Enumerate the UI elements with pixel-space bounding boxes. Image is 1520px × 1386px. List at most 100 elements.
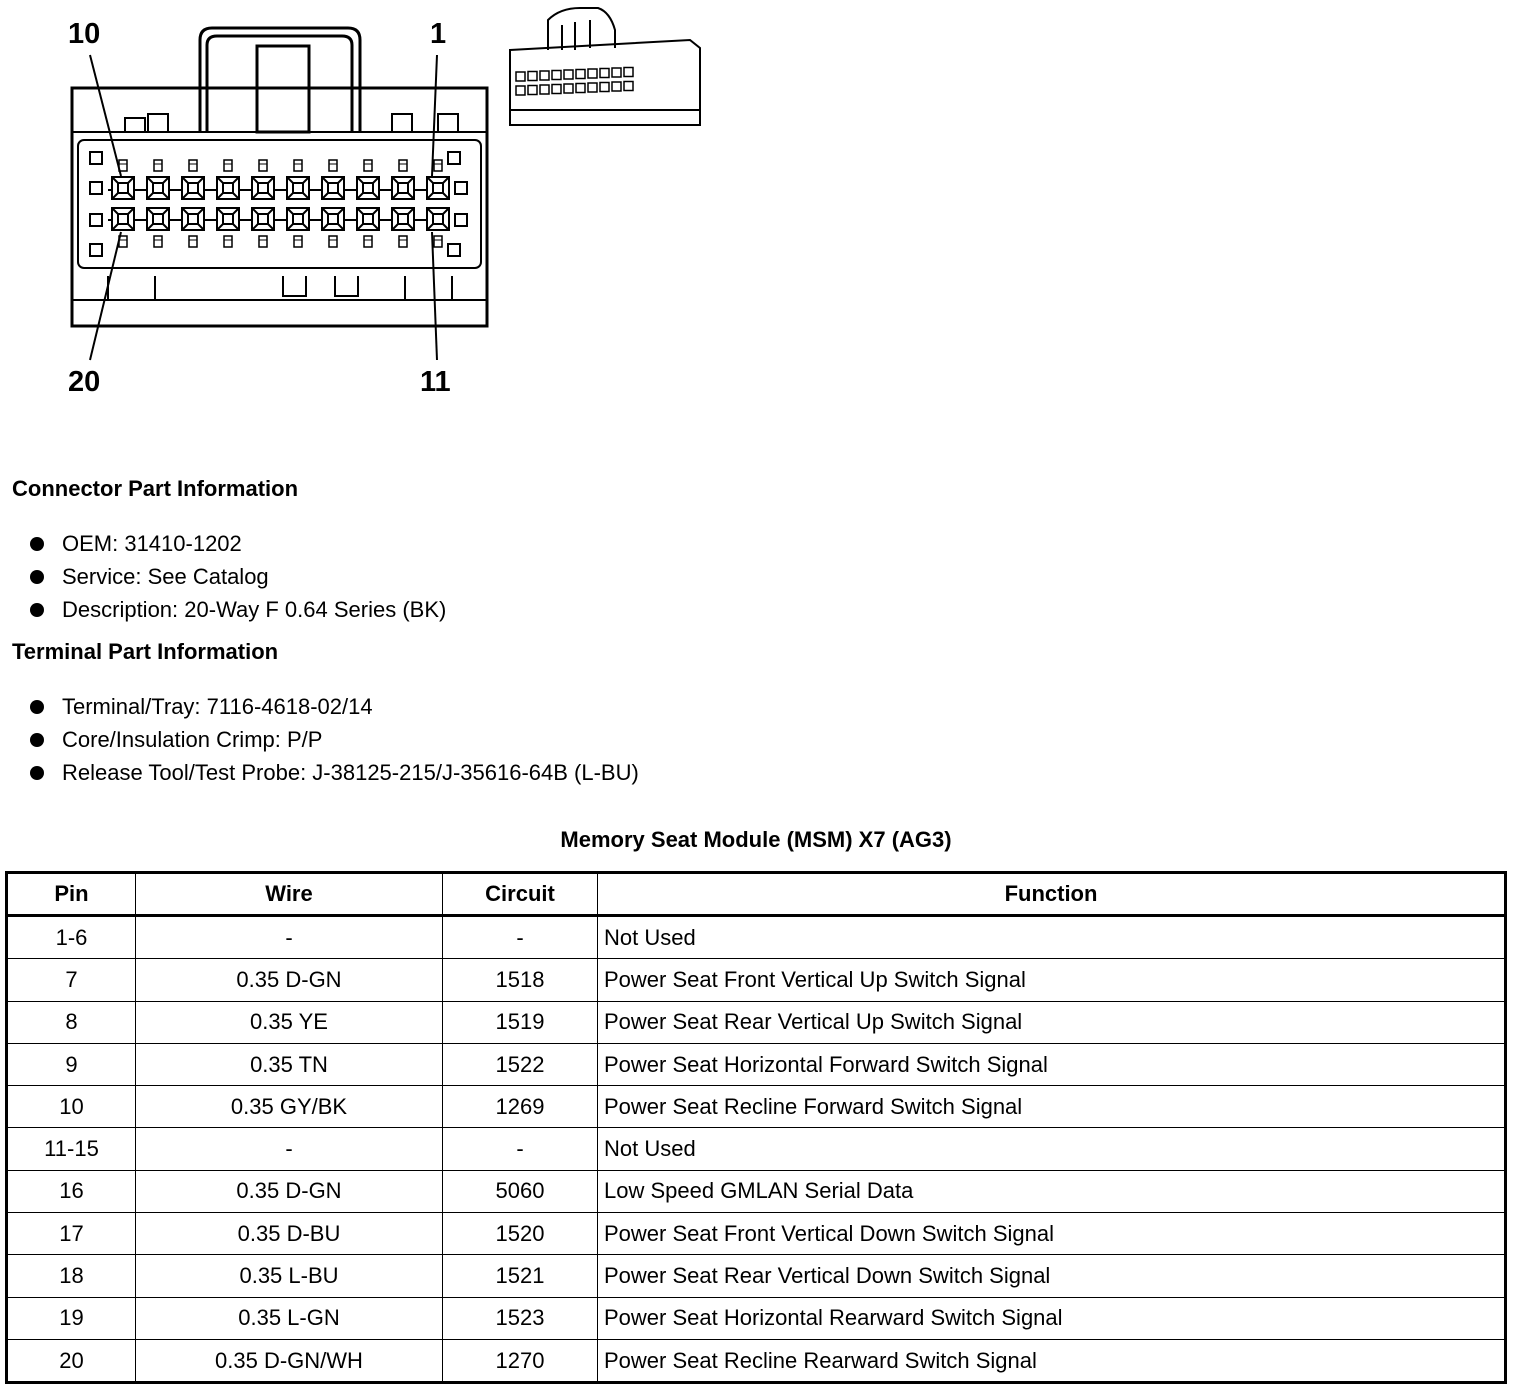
- pin-cavity-3: [356, 159, 380, 200]
- table-row: 7 0.35 D-GN 1518 Power Seat Front Vertical …: [6, 958, 1506, 1002]
- cell-wire: 0.35 D-GN/WH: [135, 1338, 443, 1384]
- cell-circuit: 1269: [442, 1085, 598, 1129]
- pin-cavity-3d: [539, 70, 550, 81]
- pin-cavity-3d: [623, 66, 634, 78]
- cell-function: Low Speed GMLAN Serial Data: [597, 1169, 1506, 1214]
- alignment-slot: [454, 213, 468, 227]
- pin-cavity-1: [426, 159, 450, 200]
- pin-label-11: 11: [420, 366, 451, 398]
- pin-cavity-3d: [515, 71, 526, 82]
- cell-wire: 0.35 D-GN: [135, 958, 443, 1002]
- pin-cavity-5: [286, 159, 310, 200]
- pin-cavity-3d: [551, 83, 562, 95]
- cell-pin: 9: [6, 1042, 136, 1087]
- pin-cavity-3d: [539, 84, 550, 95]
- pin-cavity-3d: [611, 81, 622, 92]
- cell-circuit: 5060: [442, 1169, 598, 1214]
- pin-cavity-18: [181, 207, 205, 248]
- cell-pin: 20: [6, 1338, 136, 1384]
- cell-circuit: -: [442, 914, 598, 960]
- pin-cavity-3d: [587, 82, 598, 93]
- cell-pin: 17: [6, 1212, 136, 1256]
- cell-circuit: 1519: [442, 1000, 598, 1044]
- pin-cavity-3d: [551, 69, 562, 81]
- pin-cavity-3d: [563, 69, 574, 80]
- table-row: 8 0.35 YE 1519 Power Seat Rear Vertical Up …: [6, 1000, 1506, 1044]
- pin-cavity-2: [391, 159, 415, 200]
- cell-wire: -: [135, 1127, 443, 1171]
- cell-function: Power Seat Rear Vertical Up Switch Signa…: [597, 1000, 1506, 1044]
- table-header-row: Pin Wire Circuit Function: [6, 872, 1506, 917]
- list-item: Service: See Catalog: [28, 560, 446, 593]
- bullet-icon: [30, 603, 44, 617]
- cell-function: Power Seat Rear Vertical Down Switch Sig…: [597, 1254, 1506, 1298]
- table-row: 19 0.35 L-GN 1523 Power Seat Horizontal Rea…: [6, 1296, 1506, 1340]
- cell-circuit: 1518: [442, 958, 598, 1002]
- cell-function: Power Seat Front Vertical Down Switch Si…: [597, 1212, 1506, 1256]
- pin-cavity-3d: [527, 70, 538, 82]
- cell-pin: 16: [6, 1169, 136, 1214]
- table-row: 11-15- - Not Used: [6, 1127, 1506, 1171]
- cell-circuit: 1521: [442, 1254, 598, 1298]
- pin-cavity-4: [321, 159, 345, 200]
- cell-function: Not Used: [597, 1127, 1506, 1171]
- alignment-slot: [89, 243, 103, 257]
- pin-cavity-6: [251, 159, 275, 200]
- pin-label-10: 10: [68, 18, 101, 50]
- pin-cavity-8: [181, 159, 205, 200]
- cell-function: Power Seat Front Vertical Up Switch Sign…: [597, 958, 1506, 1002]
- pin-cavity-3d: [527, 84, 538, 96]
- bullet-icon: [30, 733, 44, 747]
- table-row: 18 0.35 L-BU 1521 Power Seat Rear Vertical …: [6, 1254, 1506, 1298]
- list-item: OEM: 31410-1202: [28, 527, 446, 560]
- pin-cavity-19: [146, 207, 170, 248]
- pin-cavity-16: [251, 207, 275, 248]
- cell-wire: 0.35 L-GN: [135, 1296, 443, 1340]
- cell-wire: 0.35 D-GN: [135, 1169, 443, 1214]
- alignment-slot: [447, 243, 461, 257]
- pin-cavity-3d: [575, 68, 586, 80]
- cell-pin: 8: [6, 1000, 136, 1044]
- table-row: 17 0.35 D-BU 1520 Power Seat Front Vertical…: [6, 1212, 1506, 1256]
- list-item: Core/Insulation Crimp: P/P: [28, 723, 639, 756]
- pin-cavity-14: [321, 207, 345, 248]
- table-row: 10 0.35 GY/BK 1269 Power Seat Recline Forwa…: [6, 1085, 1506, 1129]
- cell-pin: 10: [6, 1085, 136, 1129]
- cell-function: Power Seat Recline Rearward Switch Signa…: [597, 1338, 1506, 1384]
- header-function: Function: [597, 872, 1506, 917]
- cell-circuit: -: [442, 1127, 598, 1171]
- pin-cavity-3d: [575, 82, 586, 94]
- alignment-slot: [89, 213, 103, 227]
- cell-pin: 19: [6, 1296, 136, 1340]
- cell-function: Power Seat Horizontal Rearward Switch Si…: [597, 1296, 1506, 1340]
- cell-function: Power Seat Horizontal Forward Switch Sig…: [597, 1042, 1506, 1087]
- pin-cavity-3d: [563, 83, 574, 94]
- pin-cavity-20: [111, 207, 135, 248]
- pin-cavity-3d: [599, 81, 610, 93]
- pin-cavity-13: [356, 207, 380, 248]
- pin-cavity-12: [391, 207, 415, 248]
- cell-pin: 7: [6, 958, 136, 1002]
- pin-cavity-9: [146, 159, 170, 200]
- connector-part-list: OEM: 31410-1202 Service: See Catalog Des…: [28, 527, 446, 626]
- bullet-icon: [30, 700, 44, 714]
- alignment-slot: [89, 151, 103, 165]
- pin-cavity-10: [111, 159, 135, 200]
- list-item: Release Tool/Test Probe: J-38125-215/J-3…: [28, 756, 639, 789]
- connector-face-diagram: [70, 7, 701, 361]
- cell-pin: 1-6: [6, 914, 136, 960]
- table-row: 9 0.35 TN 1522 Power Seat Horizontal Forwar…: [6, 1042, 1506, 1087]
- cell-wire: 0.35 L-BU: [135, 1254, 443, 1298]
- bullet-icon: [30, 570, 44, 584]
- bullet-icon: [30, 766, 44, 780]
- pin-cavity-11: [426, 207, 450, 248]
- pinout-table: Pin Wire Circuit Function 1-6- - Not Used 7…: [5, 871, 1507, 1385]
- terminal-part-list: Terminal/Tray: 7116-4618-02/14 Core/Insu…: [28, 690, 639, 789]
- header-pin: Pin: [6, 872, 136, 917]
- pin-cavity-3d: [587, 68, 598, 79]
- alignment-slot: [447, 151, 461, 165]
- alignment-slot: [89, 181, 103, 195]
- table-row: 20 0.35 D-GN/WH 1270 Power Seat Recline Rea…: [6, 1338, 1506, 1384]
- pin-label-20: 20: [68, 366, 101, 398]
- header-circuit: Circuit: [442, 872, 598, 917]
